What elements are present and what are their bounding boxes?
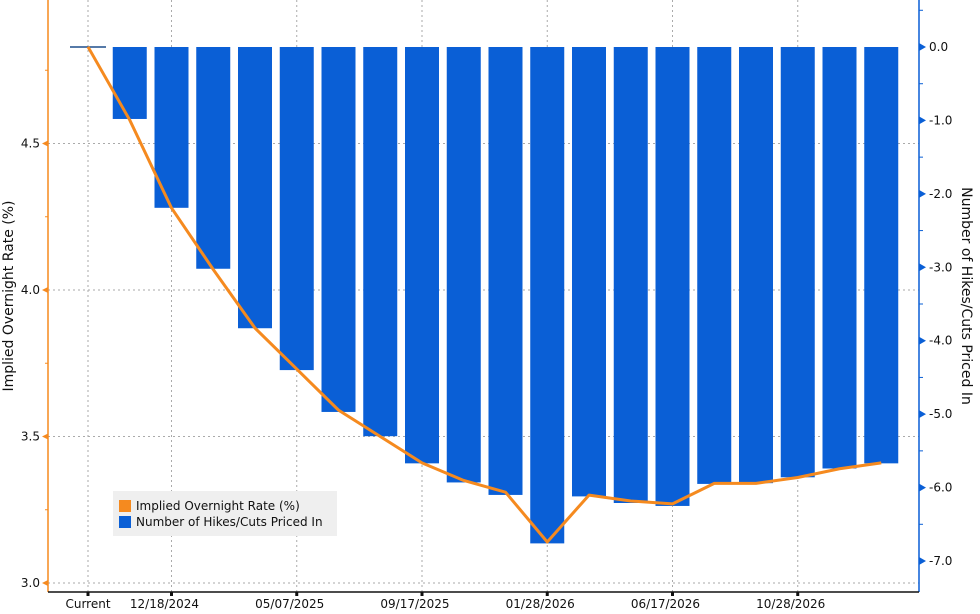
bar [238, 47, 272, 329]
x-tick [545, 592, 549, 596]
legend: Implied Overnight Rate (%) Number of Hik… [113, 491, 337, 536]
bar [864, 47, 899, 464]
left-tick-label: 3.0 [21, 576, 40, 590]
legend-label: Implied Overnight Rate (%) [136, 499, 300, 513]
bar [739, 47, 773, 484]
bar [780, 47, 815, 478]
left-tick-marker [42, 433, 48, 440]
right-tick-label: -3.0 [929, 260, 952, 274]
bar [613, 47, 648, 504]
x-tick-label: 05/07/2025 [255, 597, 324, 611]
right-tick-label: -7.0 [929, 554, 952, 568]
left-tick-marker [42, 140, 48, 147]
left-tick-label: 4.5 [21, 137, 40, 151]
rate-line [86, 46, 882, 544]
right-tick-marker [919, 483, 926, 492]
left-tick-marker [42, 287, 48, 293]
x-tick [420, 592, 424, 596]
bar [655, 47, 690, 506]
right-tick-marker [919, 116, 926, 125]
legend-swatch-orange [119, 500, 131, 512]
bar [363, 47, 398, 437]
right-tick-label: -1.0 [929, 113, 952, 127]
right-tick-marker [919, 410, 926, 419]
right-tick-label: -6.0 [929, 481, 952, 495]
x-tick [86, 592, 90, 596]
right-tick-label: -5.0 [929, 407, 952, 421]
bar [446, 47, 481, 483]
right-tick-label: -4.0 [929, 334, 952, 348]
bar [697, 47, 732, 484]
bar [572, 47, 606, 497]
right-tick-marker [919, 43, 926, 51]
bar-series [70, 46, 899, 544]
left-tick-marker [42, 580, 48, 586]
line-series [86, 46, 882, 544]
x-tick [796, 592, 800, 596]
x-tick-label: 10/28/2026 [756, 597, 825, 611]
axes: 3.0 3.5 4.0 4.5 0.0 -1.0 -2.0 -3.0 -4.0 -5.0 -6.0 -… [21, 0, 952, 611]
bar [405, 47, 439, 464]
bar [279, 47, 314, 371]
right-tick-marker [919, 263, 926, 272]
legend-item-hikes: Number of Hikes/Cuts Priced In [119, 514, 337, 530]
right-tick-label: 0.0 [929, 40, 948, 54]
right-tick-label: -2.0 [929, 187, 952, 201]
right-tick-marker [919, 336, 926, 345]
bar [488, 47, 523, 495]
x-tick-label: 09/17/2025 [380, 597, 449, 611]
x-tick [170, 592, 173, 596]
x-tick-label: 06/17/2026 [631, 597, 700, 611]
x-tick-label: Current [65, 597, 110, 611]
bar [196, 47, 231, 269]
x-tick-label: 01/28/2026 [506, 597, 575, 611]
bar [530, 47, 565, 544]
x-tick [295, 592, 299, 596]
bar [112, 47, 147, 119]
x-tick-label: 12/18/2024 [130, 597, 199, 611]
legend-label: Number of Hikes/Cuts Priced In [136, 515, 323, 529]
bar [321, 47, 356, 412]
right-tick-marker [919, 557, 926, 566]
legend-item-rate: Implied Overnight Rate (%) [119, 498, 337, 514]
left-axis-title: Implied Overnight Rate (%) [1, 200, 17, 391]
left-tick-label: 4.0 [21, 283, 40, 297]
legend-swatch-blue [119, 516, 131, 528]
bar [822, 47, 857, 469]
left-tick-label: 3.5 [21, 430, 40, 444]
x-tick [671, 592, 674, 596]
right-axis-title: Number of Hikes/Cuts Priced In [958, 187, 974, 405]
right-tick-marker [919, 189, 926, 198]
